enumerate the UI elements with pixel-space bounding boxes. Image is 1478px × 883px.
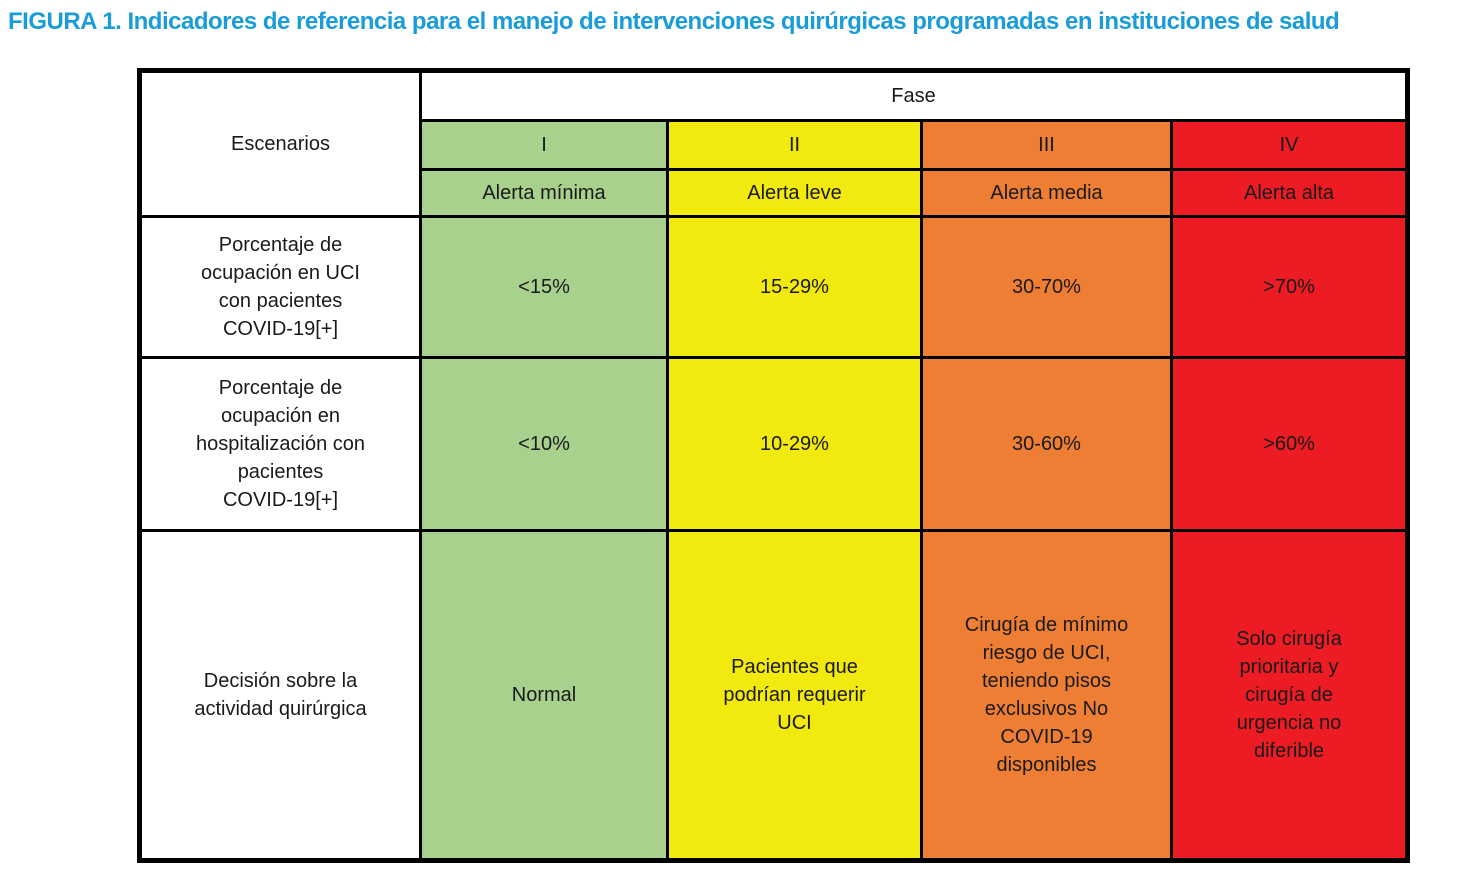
scenario-cell: Decisión sobre la actividad quirúrgica [138,529,422,862]
value-cell: 10-29% [666,356,923,532]
table-row-decision: Decisión sobre la actividad quirúrgica N… [138,529,1410,862]
phase-numeral-row: I II III IV [140,119,1410,171]
value-cell: >60% [1169,356,1410,532]
phase-numeral-cell: IV [1169,119,1410,171]
value-cell: Pacientes que podrían requerir UCI [666,529,923,862]
value-cell: 30-60% [920,356,1173,532]
corner-header-cell: Escenarios [138,69,422,218]
fase-header-cell: Fase [418,69,1410,122]
phase-numeral-cell: III [920,119,1173,171]
figure-label: FIGURA 1. [8,8,122,35]
alert-level-row: Alerta mínima Alerta leve Alerta media A… [140,168,1410,218]
phase-numeral-cell: I [419,119,669,171]
scenario-cell: Porcentaje de ocupación en hospitalizaci… [138,356,422,532]
fase-header-row: Escenarios Fase [138,69,1410,218]
value-cell: Solo cirugía prioritaria y cirugía de ur… [1169,529,1410,862]
table-row-uci: Porcentaje de ocupación en UCI con pacie… [138,215,1410,359]
scenario-cell: Porcentaje de ocupación en UCI con pacie… [138,215,422,359]
value-cell: <15% [419,215,669,359]
alert-level-cell: Alerta alta [1169,168,1410,218]
value-cell: >70% [1169,215,1410,359]
alert-level-cell: Alerta leve [666,168,923,218]
value-cell: Cirugía de mínimo riesgo de UCI, teniend… [920,529,1173,862]
figure-title: FIGURA 1. Indicadores de referencia para… [8,8,1474,36]
value-cell: 30-70% [920,215,1173,359]
phase-numeral-cell: II [666,119,923,171]
alert-level-cell: Alerta media [920,168,1173,218]
value-cell: <10% [419,356,669,532]
figure-title-text: Indicadores de referencia para el manejo… [127,8,1340,35]
value-cell: Normal [419,529,669,862]
value-cell: 15-29% [666,215,923,359]
reference-table: Escenarios Fase I II III IV Alerta mínim… [137,68,1411,863]
alert-level-cell: Alerta mínima [419,168,669,218]
table-row-hospitalizacion: Porcentaje de ocupación en hospitalizaci… [138,356,1410,532]
